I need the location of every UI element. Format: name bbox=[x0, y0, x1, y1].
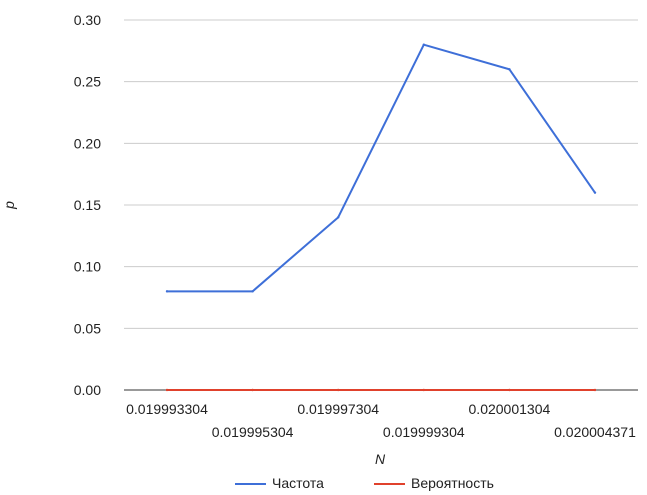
series-line-0 bbox=[166, 43, 596, 293]
data-point bbox=[593, 191, 597, 194]
data-point bbox=[422, 388, 425, 392]
x-axis-tick-labels: 0.0199933040.0199953040.0199973040.01999… bbox=[126, 401, 636, 440]
legend: Частота Вероятность bbox=[235, 475, 494, 491]
data-point bbox=[165, 388, 169, 392]
data-point bbox=[593, 388, 597, 392]
data-point bbox=[508, 388, 511, 392]
y-tick-label: 0.15 bbox=[74, 197, 101, 213]
x-tick-label: 0.019995304 bbox=[212, 424, 294, 440]
x-tick-label: 0.019999304 bbox=[383, 424, 465, 440]
y-tick-label: 0.05 bbox=[74, 320, 101, 336]
y-tick-label: 0.30 bbox=[74, 12, 101, 28]
x-tick-label: 0.020001304 bbox=[469, 401, 551, 417]
x-tick-label: 0.019997304 bbox=[297, 401, 379, 417]
x-tick-label: 0.019993304 bbox=[126, 401, 208, 417]
grid-lines bbox=[124, 19, 638, 391]
y-tick-label: 0.00 bbox=[74, 382, 101, 398]
data-point bbox=[508, 68, 511, 71]
y-tick-label: 0.25 bbox=[74, 74, 101, 90]
x-axis-title: N bbox=[375, 451, 386, 467]
data-point bbox=[422, 43, 425, 46]
y-axis-tick-labels: 0.00 0.05 0.10 0.15 0.20 0.25 0.30 bbox=[74, 12, 101, 398]
series-lines bbox=[165, 43, 597, 392]
x-tick-label: 0.020004371 bbox=[554, 424, 636, 440]
data-point bbox=[251, 388, 254, 392]
data-point bbox=[165, 290, 169, 293]
data-point bbox=[251, 290, 254, 293]
data-point bbox=[337, 388, 340, 392]
y-axis-title: p bbox=[1, 201, 17, 210]
legend-entry-label: Частота bbox=[272, 475, 324, 491]
legend-entry-label: Вероятность bbox=[411, 475, 494, 491]
y-tick-label: 0.20 bbox=[74, 135, 101, 151]
data-point bbox=[337, 216, 340, 219]
y-tick-label: 0.10 bbox=[74, 259, 101, 275]
